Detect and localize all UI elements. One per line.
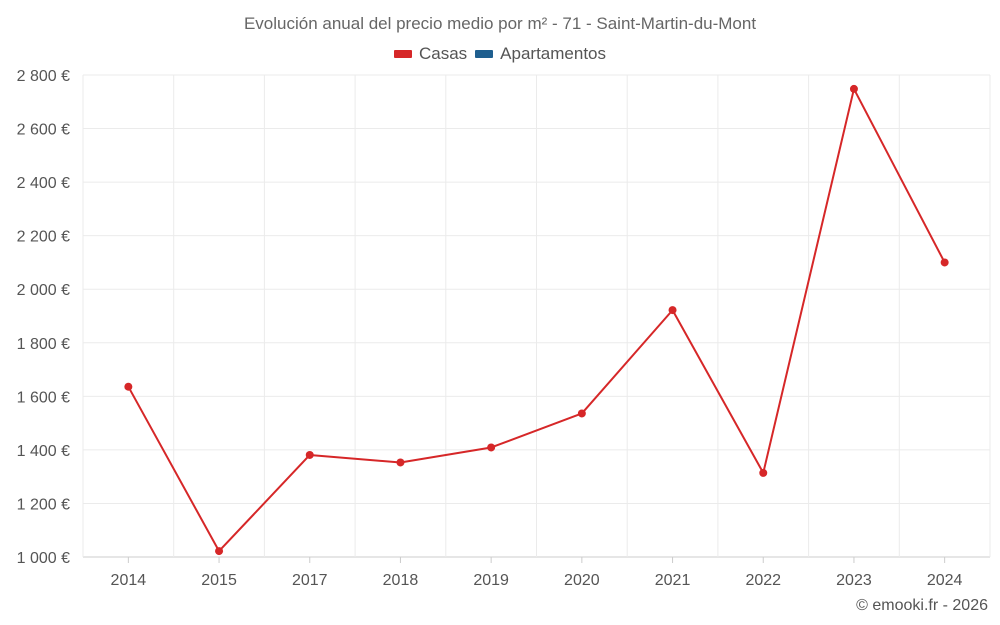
data-point-casas[interactable]: [215, 547, 224, 556]
y-tick-label: 2 400 €: [17, 175, 70, 192]
legend-swatch-casas: [393, 50, 412, 58]
data-point-casas[interactable]: [487, 443, 496, 452]
x-tick-label: 2023: [836, 572, 872, 589]
y-tick-label: 1 200 €: [17, 496, 70, 513]
y-tick-label: 2 600 €: [17, 122, 70, 139]
x-tick-label: 2024: [927, 572, 963, 589]
y-tick-label: 1 000 €: [17, 550, 70, 567]
data-point-casas[interactable]: [940, 258, 949, 267]
legend-item-apartamentos[interactable]: Apartamentos: [475, 44, 606, 64]
y-axis-ticks: 1 000 € 1 200 € 1 400 € 1 600 € 1 800 € 2 000…: [17, 68, 70, 567]
x-tick-label: 2018: [383, 572, 419, 589]
y-tick-label: 1 400 €: [17, 443, 70, 460]
series-group: [124, 84, 949, 556]
grid-lines: [82, 74, 991, 558]
legend-label-casas: Casas: [418, 44, 468, 63]
x-tick-label: 2019: [473, 572, 509, 589]
x-tick-label: 2021: [655, 572, 691, 589]
x-tick-label: 2017: [292, 572, 328, 589]
data-point-casas[interactable]: [759, 468, 768, 477]
chart-legend: Casas Apartamentos: [0, 44, 1000, 64]
y-tick-label: 1 800 €: [17, 336, 70, 353]
credit-text: © emooki.fr - 2026: [856, 597, 988, 614]
y-tick-label: 1 600 €: [17, 389, 70, 406]
x-axis-ticks: 2014 2015 2017 2018 2019 2020 2021 2022 2023 2024: [111, 557, 963, 589]
legend-item-casas[interactable]: Casas: [393, 44, 468, 64]
y-tick-label: 2 800 €: [17, 68, 70, 85]
data-point-casas[interactable]: [305, 450, 314, 459]
x-tick-label: 2022: [745, 572, 781, 589]
data-point-casas[interactable]: [668, 306, 677, 315]
x-tick-label: 2014: [111, 572, 147, 589]
x-tick-label: 2020: [564, 572, 600, 589]
data-point-casas[interactable]: [577, 409, 586, 418]
y-tick-label: 2 000 €: [17, 282, 70, 299]
data-point-casas[interactable]: [396, 458, 405, 467]
data-point-casas[interactable]: [124, 382, 133, 391]
legend-swatch-apartamentos: [475, 50, 494, 58]
y-tick-label: 2 200 €: [17, 229, 70, 246]
legend-label-apartamentos: Apartamentos: [500, 44, 607, 63]
series-line-casas: [127, 87, 946, 553]
x-tick-label: 2015: [201, 572, 237, 589]
data-point-casas[interactable]: [849, 84, 858, 93]
chart-title: Evolución anual del precio medio por m² …: [243, 14, 757, 33]
